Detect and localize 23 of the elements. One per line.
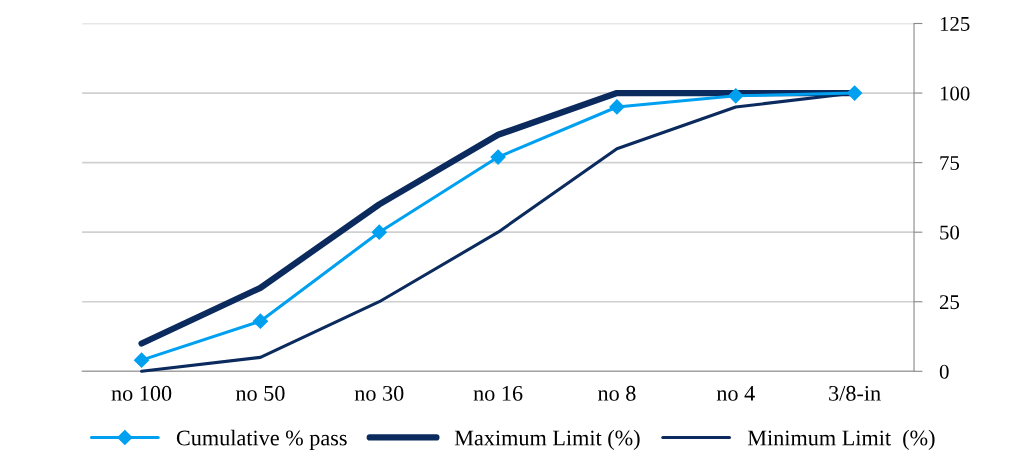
point (609, 99, 625, 115)
point (252, 313, 268, 329)
x-tick-label: no 16 (473, 385, 523, 401)
point (134, 352, 150, 368)
x-tick-label: no 30 (354, 385, 404, 401)
point (847, 85, 863, 101)
x-tick-label: no 100 (111, 385, 172, 401)
y-tick-label: 75 (940, 156, 960, 171)
x-tick-label: 3/8-in (829, 385, 881, 401)
x-tick-label: no 8 (598, 385, 636, 401)
y-tick-label: 100 (940, 86, 970, 101)
legend-label: Maximum Limit (%) (454, 429, 640, 450)
y-tick-label: 50 (940, 225, 960, 240)
y-tick-label: 25 (939, 295, 960, 310)
legend-label: Cumulative % pass (176, 429, 347, 450)
x-tick-label: no 50 (235, 385, 285, 401)
point (728, 88, 744, 104)
x-tick-label: no 4 (716, 385, 755, 401)
y-tick-label: 0 (939, 364, 949, 379)
legend-label: Minimum Limit (%) (747, 429, 935, 450)
point (371, 224, 387, 240)
point (490, 149, 506, 165)
y-tick-label: 125 (940, 16, 970, 31)
